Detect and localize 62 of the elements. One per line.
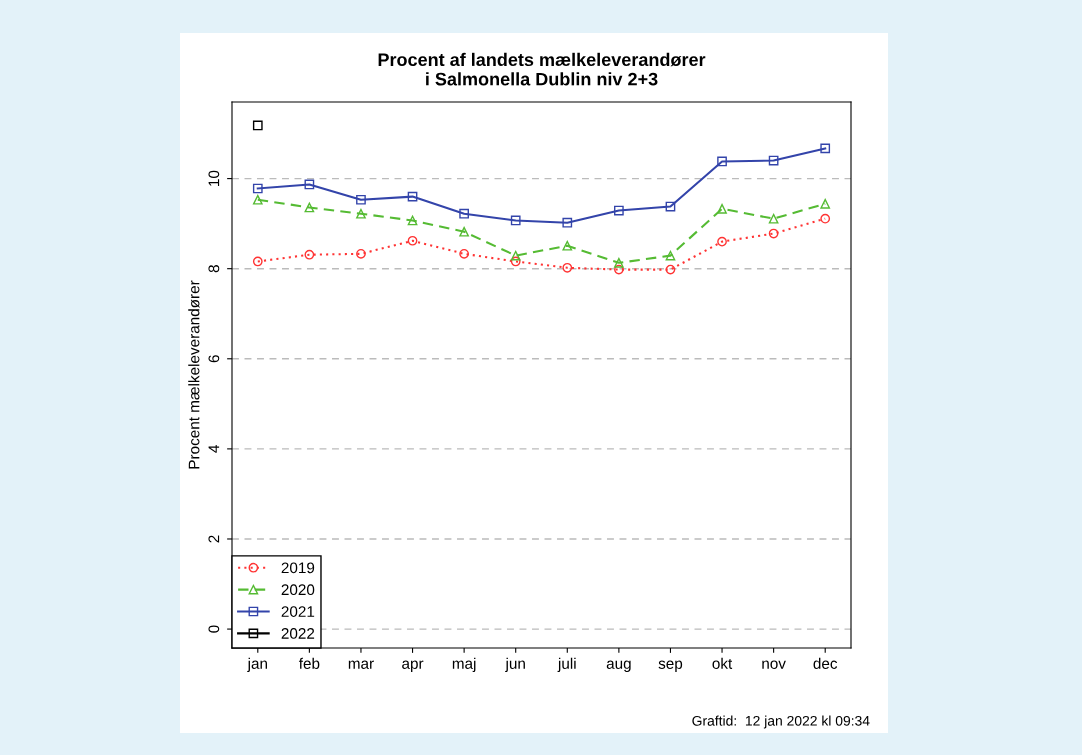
y-tick-label: 6 [208,355,220,363]
point [510,256,521,267]
point [820,198,831,209]
chart-title: Procent af landets mælkeleverandører i Salmonella Dublin niv 2+3 [378,52,706,86]
y-tick-label: 8 [208,265,220,273]
point [717,203,727,214]
x-tick-label: maj [452,657,476,672]
y-tick-label: 2 [208,535,220,543]
point [717,156,727,167]
point [459,248,469,259]
point [717,236,727,247]
point [562,217,573,228]
point [252,183,263,194]
point [510,215,521,226]
point [252,120,263,131]
text: Graftid: 12 jan 2022 kl 09:34 [692,715,870,729]
point [562,262,573,273]
x-tick-label: jan [247,657,267,672]
x-tick-label: okt [712,657,733,669]
x-tick-label: feb [298,657,320,669]
x-tick-label: juli [557,657,576,672]
point [665,250,676,261]
point [356,248,366,259]
point [614,205,624,216]
point [304,202,315,213]
legend-label: 2022 [281,628,315,639]
point [407,215,418,226]
x-tick-label: apr [402,660,424,672]
legend-label: 2019 [281,562,315,574]
point [459,226,469,237]
y-tick-label: 0 [208,625,220,633]
point [304,179,315,190]
point [820,213,831,224]
point [459,208,469,219]
legend-label: 2020 [281,584,315,596]
point [510,250,521,261]
point [304,249,315,260]
point [665,201,676,212]
point [614,264,624,275]
point [407,235,418,246]
point [614,257,624,268]
point [665,264,676,275]
x-tick-label: dec [813,657,838,669]
point [407,191,418,202]
point [820,143,831,154]
point [356,194,366,205]
x-tick-label: aug [606,660,631,672]
x-tick-label: nov [762,660,786,669]
x-tick-label: mar [348,660,374,669]
y-axis-title: Procent mælkeleverandører [188,280,200,469]
y-tick-label: 4 [208,445,220,453]
point [768,213,779,224]
point [252,256,263,267]
point [252,194,263,205]
point [768,228,779,239]
x-tick-label: sep [658,660,683,672]
point [562,240,573,251]
y-tick-label: 10 [208,170,220,186]
legend-label: 2021 [281,606,315,617]
point [768,155,779,166]
point [356,208,366,219]
x-tick-label: jun [505,657,525,672]
